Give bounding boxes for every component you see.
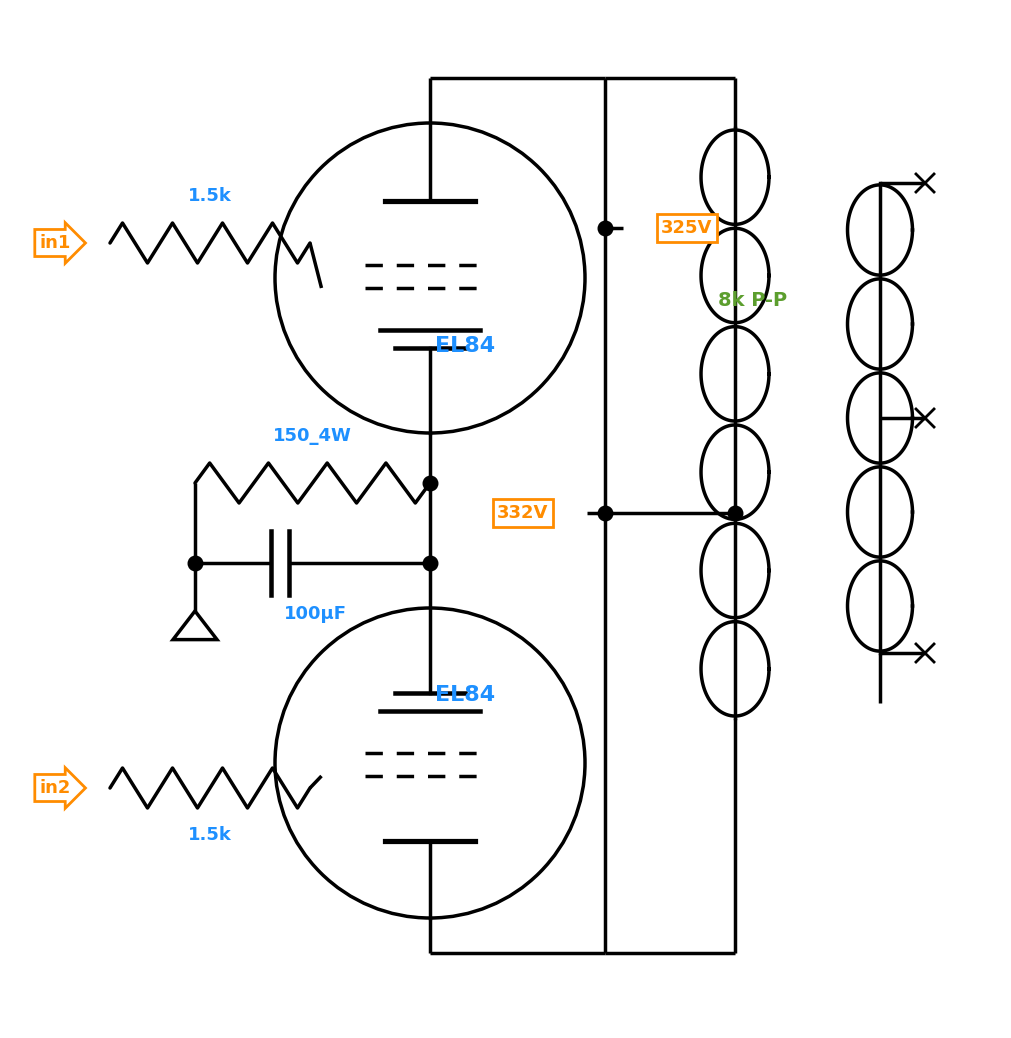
Text: in2: in2 bbox=[39, 778, 71, 797]
Text: 150_4W: 150_4W bbox=[273, 427, 352, 445]
Text: 325V: 325V bbox=[661, 219, 713, 237]
Point bbox=[596, 504, 613, 521]
Text: 332V: 332V bbox=[497, 504, 549, 522]
Text: 1.5k: 1.5k bbox=[188, 826, 232, 844]
Point bbox=[422, 474, 438, 491]
Point bbox=[727, 504, 743, 521]
Text: EL84: EL84 bbox=[435, 336, 495, 356]
Point bbox=[596, 220, 613, 237]
Text: in1: in1 bbox=[39, 234, 71, 252]
Text: 100μF: 100μF bbox=[283, 605, 347, 623]
Text: 8k P-P: 8k P-P bbox=[718, 291, 787, 310]
Point bbox=[422, 554, 438, 571]
Point bbox=[187, 554, 203, 571]
Text: 1.5k: 1.5k bbox=[188, 187, 232, 204]
Text: EL84: EL84 bbox=[435, 685, 495, 705]
